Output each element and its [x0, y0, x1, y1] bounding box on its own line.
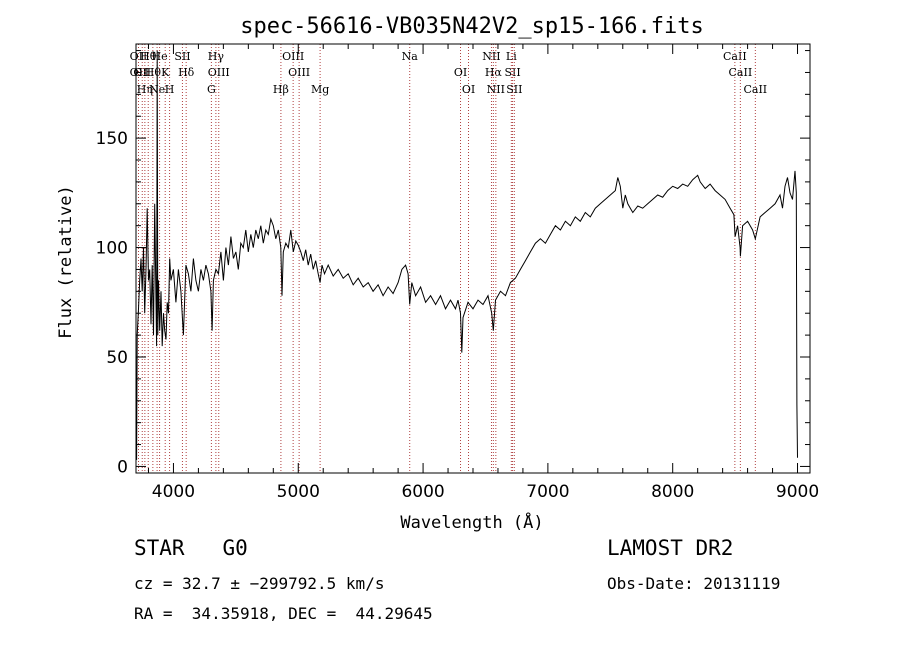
line-marker-label: NII: [482, 50, 500, 63]
line-marker-label: Hδ: [178, 66, 195, 79]
line-marker-label: He: [152, 50, 168, 63]
line-marker-label: Hβ: [273, 83, 289, 96]
y-tick-label: 50: [106, 348, 128, 368]
object-class-label: STAR G0: [134, 536, 248, 560]
line-marker-label: CaII: [729, 66, 753, 79]
redshift-label: cz = 32.7 ± −299792.5 km/s: [134, 574, 385, 593]
line-marker-label: Na: [402, 50, 419, 63]
line-marker-label: OIII: [208, 66, 230, 79]
spectrum-line: [135, 50, 798, 460]
line-marker-label: SII: [504, 66, 520, 79]
x-axis-label: Wavelength (Å): [400, 511, 543, 533]
line-marker-label: Hη: [137, 83, 153, 96]
line-marker-label: Mg: [311, 83, 329, 96]
obs-date-label: Obs-Date: 20131119: [607, 574, 781, 593]
line-marker-label: OI: [454, 66, 467, 79]
line-marker-label: G: [207, 83, 216, 96]
line-marker-layer: OIIOIIOIIHηHθHθNeHeKHSIIHδGHγOIIIHβOIIIO…: [130, 44, 767, 473]
line-marker-label: CaII: [723, 50, 747, 63]
survey-label: LAMOST DR2: [607, 536, 734, 560]
line-marker-label: SII: [506, 83, 522, 96]
y-tick-label: 0: [117, 457, 128, 477]
x-tick-label: 5000: [277, 482, 320, 502]
line-marker-label: OI: [462, 83, 475, 96]
line-marker-label: Hα: [485, 66, 503, 79]
line-marker-label: K: [161, 66, 170, 79]
spectrum-layer: [135, 50, 798, 460]
x-tick-label: 9000: [776, 482, 819, 502]
line-marker-label: SII: [174, 50, 190, 63]
line-marker-label: H: [165, 83, 175, 96]
y-tick-label: 100: [96, 239, 128, 259]
x-tick-label: 4000: [152, 482, 195, 502]
line-marker-label: CaII: [743, 83, 767, 96]
chart-title: spec-56616-VB035N42V2_sp15-166.fits: [240, 14, 704, 39]
coordinates-label: RA = 34.35918, DEC = 44.29645: [134, 604, 433, 623]
line-marker-label: OII: [133, 66, 151, 79]
x-tick-label: 6000: [401, 482, 444, 502]
line-marker-label: OIII: [282, 50, 304, 63]
line-marker-label: OII: [130, 50, 148, 63]
line-marker-label: Hθ: [145, 66, 162, 79]
line-marker-label: NII: [487, 83, 505, 96]
y-tick-label: 150: [96, 129, 128, 149]
x-tick-label: 8000: [651, 482, 694, 502]
line-marker-label: Li: [506, 50, 517, 63]
line-marker-label: Hγ: [208, 50, 225, 63]
y-axis-label: Flux (relative): [56, 185, 76, 339]
x-tick-label: 7000: [526, 482, 569, 502]
axis-layer: 4000 5000 6000 7000 8000 9000 0 50 100 150: [96, 43, 819, 502]
line-marker-label: OIII: [288, 66, 310, 79]
